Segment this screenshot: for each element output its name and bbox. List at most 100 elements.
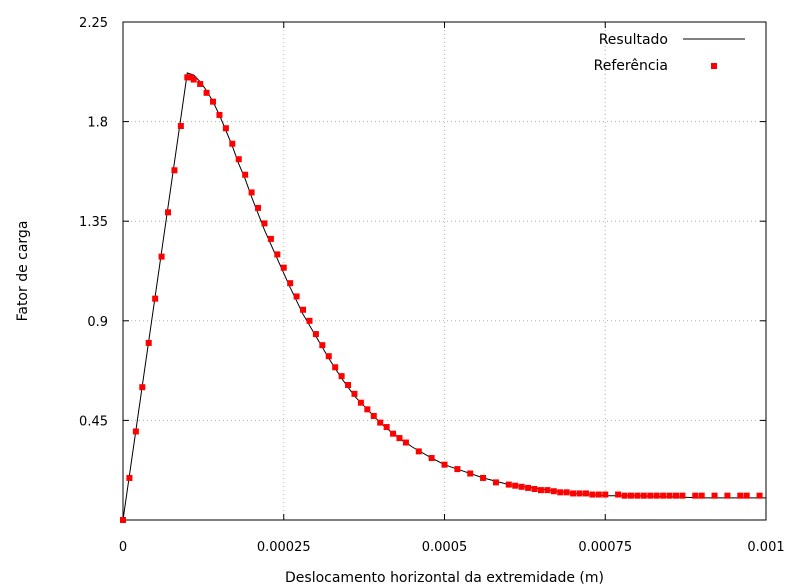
data-point — [518, 483, 525, 490]
legend-label-referencia: Referência — [594, 58, 668, 74]
data-point — [319, 342, 326, 349]
data-point — [235, 156, 242, 163]
data-point — [647, 492, 654, 499]
ticks — [122, 21, 767, 520]
data-point — [332, 364, 339, 371]
y-tick-label: 0.9 — [87, 315, 108, 330]
data-point — [743, 492, 750, 499]
y-axis-label: Fator de carga — [15, 221, 31, 322]
data-point — [210, 98, 217, 105]
data-point — [467, 470, 474, 477]
series-line-resultado — [122, 72, 766, 521]
x-tick-label: 0.00025 — [257, 540, 311, 555]
data-point — [402, 439, 409, 446]
data-point — [203, 89, 210, 96]
data-point — [525, 484, 532, 491]
data-point — [454, 466, 461, 473]
data-point — [615, 491, 622, 498]
legend-swatch-referencia — [711, 63, 717, 69]
data-point — [634, 492, 641, 499]
data-point — [660, 492, 667, 499]
data-point — [396, 435, 403, 442]
data-point — [187, 74, 194, 81]
data-point — [171, 167, 178, 174]
data-point — [480, 474, 487, 481]
data-point — [621, 492, 628, 499]
data-point — [242, 171, 249, 178]
legend-label-resultado: Resultado — [599, 32, 668, 48]
data-point — [698, 492, 705, 499]
data-point — [428, 455, 435, 462]
data-point — [280, 264, 287, 271]
data-point — [364, 406, 371, 413]
data-point — [139, 384, 146, 391]
data-point — [216, 111, 223, 118]
data-point — [300, 306, 307, 313]
x-tick-label: 0 — [119, 540, 127, 555]
legend: Resultado Referência — [594, 32, 745, 74]
data-point — [531, 486, 538, 493]
data-point — [505, 481, 512, 488]
data-point — [441, 461, 448, 468]
data-point — [325, 353, 332, 360]
y-tick-label: 1.8 — [87, 116, 108, 131]
data-point — [557, 489, 564, 496]
data-point — [666, 492, 673, 499]
x-tick-label: 0.0005 — [422, 540, 468, 555]
data-point — [165, 209, 172, 216]
data-point — [351, 390, 358, 397]
data-point — [756, 492, 763, 499]
data-point — [711, 492, 718, 499]
tick-labels: 0 0.00025 0.0005 0.00075 0.001 0.45 0.9 1.35 1.8… — [79, 16, 785, 555]
data-point — [576, 490, 583, 497]
data-point — [197, 80, 204, 87]
data-point — [357, 399, 364, 406]
data-point — [345, 381, 352, 388]
data-point — [274, 251, 281, 258]
data-point — [126, 474, 133, 481]
x-tick-label: 0.00075 — [578, 540, 632, 555]
data-point — [152, 295, 159, 302]
data-point — [267, 235, 274, 242]
data-point — [492, 479, 499, 486]
y-tick-label: 1.35 — [79, 215, 108, 230]
series-layer — [120, 72, 766, 523]
data-point — [229, 140, 236, 147]
data-point — [158, 253, 165, 260]
data-point — [177, 123, 184, 130]
data-point — [724, 492, 731, 499]
data-point — [390, 430, 397, 437]
data-point — [120, 517, 126, 523]
data-point — [145, 339, 152, 346]
x-axis-label: Deslocamento horizontal da extremidade (… — [285, 570, 604, 586]
data-point — [570, 490, 577, 497]
data-point — [627, 492, 634, 499]
x-tick-label: 0.001 — [747, 540, 784, 555]
data-point — [293, 293, 300, 300]
data-point — [255, 204, 262, 211]
data-point — [370, 412, 377, 419]
data-point — [582, 490, 589, 497]
grid — [123, 22, 766, 520]
series-markers-referencia — [120, 74, 763, 523]
y-tick-label: 0.45 — [79, 414, 108, 429]
data-point — [132, 428, 139, 435]
data-point — [589, 491, 596, 498]
data-point — [512, 482, 519, 489]
data-point — [222, 125, 229, 132]
data-point — [692, 492, 699, 499]
data-point — [383, 424, 390, 431]
data-point — [248, 189, 255, 196]
data-point — [184, 74, 191, 81]
data-point — [563, 489, 570, 496]
data-point — [640, 492, 647, 499]
data-point — [653, 492, 660, 499]
data-point — [312, 331, 319, 338]
data-point — [602, 491, 609, 498]
data-point — [287, 280, 294, 287]
data-point — [550, 488, 557, 495]
data-point — [537, 487, 544, 494]
data-point — [679, 492, 686, 499]
data-point — [338, 373, 345, 380]
data-point — [190, 76, 197, 83]
